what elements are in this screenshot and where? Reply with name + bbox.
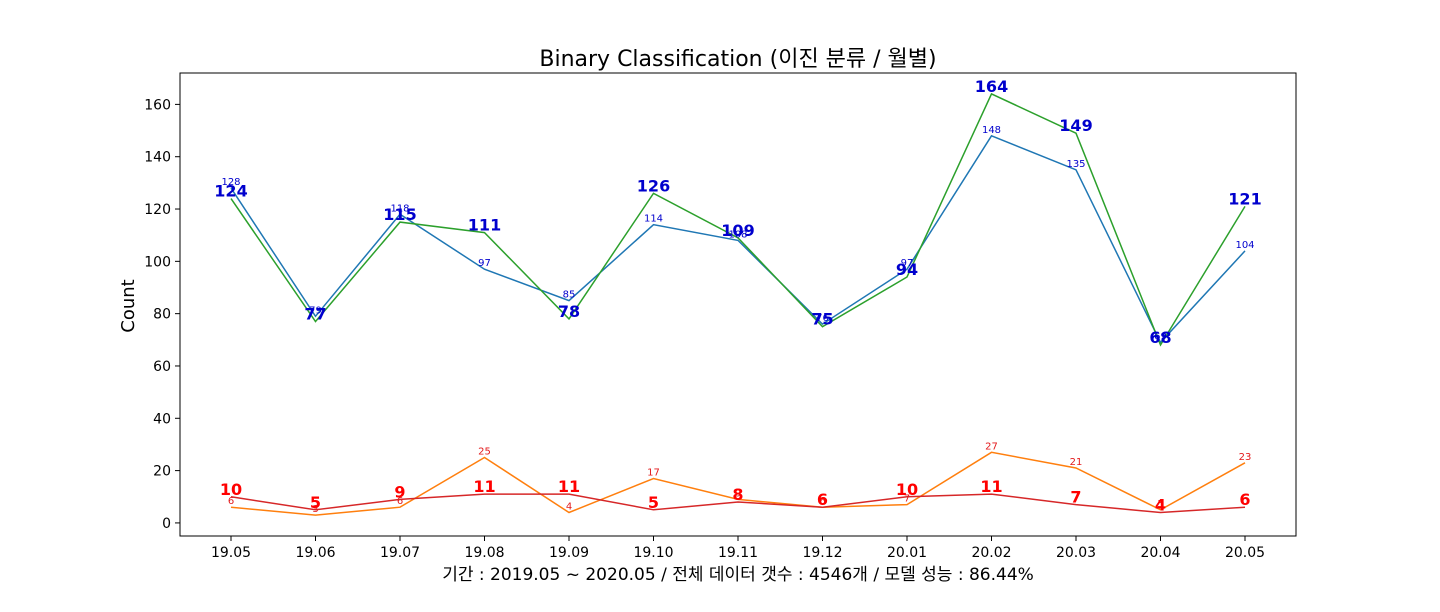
- chart-title: Binary Classification (이진 분류 / 월별): [539, 47, 936, 72]
- y-tick-label: 80: [153, 307, 171, 323]
- data-label: 4: [566, 501, 572, 512]
- data-label: 124: [214, 182, 247, 201]
- data-label: 121: [1228, 189, 1261, 208]
- data-label: 6: [1239, 490, 1250, 509]
- data-label: 114: [644, 214, 663, 225]
- data-label: 10: [896, 480, 918, 499]
- data-label: 118: [390, 203, 409, 214]
- data-label: 27: [985, 441, 998, 452]
- series-line-1: [230, 134, 1246, 344]
- data-label: 6: [817, 490, 828, 509]
- y-tick-label: 140: [144, 150, 171, 166]
- x-axis-label: 기간 : 2019.05 ~ 2020.05 / 전체 데이터 갯수 : 454…: [442, 565, 1034, 585]
- y-tick-label: 120: [144, 202, 171, 218]
- data-label: 10: [220, 480, 242, 499]
- data-label: 11: [558, 477, 580, 496]
- data-label: 5: [1157, 499, 1163, 510]
- x-tick-label: 19.09: [549, 545, 589, 561]
- x-tick-label: 19.12: [802, 545, 842, 561]
- data-label: 115: [383, 205, 416, 224]
- data-label: 97: [478, 258, 491, 269]
- y-tick-label: 160: [144, 97, 171, 113]
- x-tick-label: 19.05: [211, 545, 251, 561]
- y-tick-label: 20: [153, 464, 171, 480]
- data-label: 97: [901, 258, 914, 269]
- data-label: 68: [1149, 328, 1171, 347]
- plot-area-frame: [179, 72, 1297, 537]
- x-tick-label: 19.10: [633, 545, 673, 561]
- data-label: 108: [728, 229, 747, 240]
- data-label: 69: [1154, 331, 1167, 342]
- x-tick-label: 20.01: [887, 545, 927, 561]
- data-label: 6: [228, 496, 234, 507]
- data-label: 104: [1235, 240, 1254, 251]
- data-label: 78: [558, 302, 580, 321]
- data-label: 11: [980, 477, 1002, 496]
- data-label: 135: [1066, 159, 1085, 170]
- data-label: 17: [647, 467, 660, 478]
- x-axis-ticks: 19.05 19.06 19.07 19.08 19.09 19.10 19.11 19.12…: [211, 536, 1265, 561]
- data-label: 5: [310, 493, 321, 512]
- data-label: 7: [904, 494, 910, 505]
- data-label: 75: [811, 310, 833, 329]
- data-label: 111: [468, 216, 501, 235]
- data-label: 164: [975, 77, 1008, 96]
- y-axis-ticks: 0 20 40 60 80 100 120 140 160: [144, 97, 180, 532]
- y-tick-label: 40: [153, 411, 171, 427]
- data-label: 149: [1059, 116, 1092, 135]
- series-line-4: [230, 493, 1246, 514]
- data-label: 25: [478, 447, 491, 458]
- x-tick-label: 19.06: [295, 545, 335, 561]
- series-line-2: [230, 451, 1246, 516]
- x-tick-label: 19.08: [464, 545, 504, 561]
- series-line-3: [230, 92, 1246, 347]
- data-label: 77: [304, 305, 326, 324]
- series-lines: [230, 92, 1246, 516]
- data-label: 9: [394, 482, 405, 501]
- data-label: 8: [732, 485, 743, 504]
- data-label: 11: [473, 477, 495, 496]
- data-label: 85: [563, 290, 576, 301]
- x-tick-label: 20.03: [1056, 545, 1096, 561]
- data-label: 128: [221, 177, 240, 188]
- y-tick-label: 100: [144, 254, 171, 270]
- data-label: 21: [1070, 457, 1083, 468]
- x-tick-label: 19.11: [718, 545, 758, 561]
- data-label: 5: [648, 493, 659, 512]
- data-label: 76: [816, 313, 829, 324]
- data-labels: 1287911897851141087697148135691046362541…: [214, 77, 1261, 515]
- x-tick-label: 20.02: [971, 545, 1011, 561]
- data-label: 3: [312, 504, 318, 515]
- data-label: 4: [1155, 495, 1166, 514]
- y-tick-label: 0: [162, 516, 171, 532]
- y-axis-label: Count: [118, 279, 139, 332]
- data-label: 6: [819, 496, 825, 507]
- y-tick-label: 60: [153, 359, 171, 375]
- data-label: 6: [397, 496, 403, 507]
- x-tick-label: 19.07: [380, 545, 420, 561]
- data-label: 148: [982, 125, 1001, 136]
- x-tick-label: 20.05: [1225, 545, 1265, 561]
- data-label: 94: [896, 260, 918, 279]
- data-label: 23: [1239, 452, 1252, 463]
- data-label: 109: [721, 221, 754, 240]
- data-label: 7: [1070, 488, 1081, 507]
- data-label: 79: [309, 305, 322, 316]
- data-label: 126: [637, 176, 670, 195]
- data-label: 9: [735, 488, 741, 499]
- x-tick-label: 20.04: [1140, 545, 1180, 561]
